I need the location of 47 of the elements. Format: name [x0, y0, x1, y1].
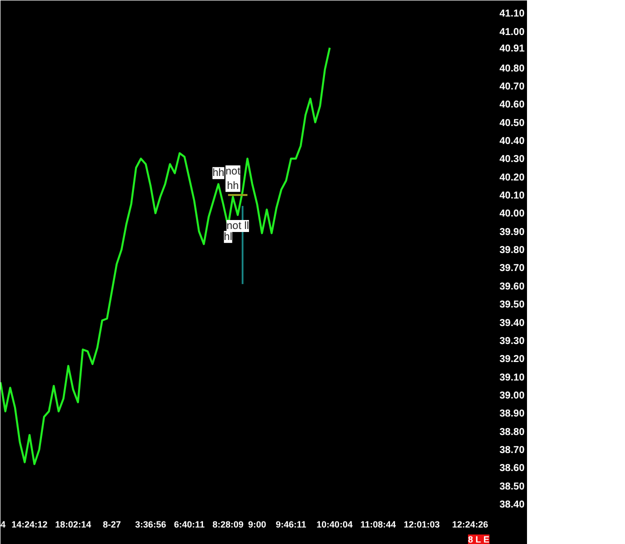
y-tick-label: 39.20 [500, 354, 525, 366]
y-tick-label: 40.10 [500, 190, 525, 202]
text: 8 L E [468, 534, 490, 544]
x-tick-label: 9:46:11 [276, 520, 306, 530]
data-label: hl [224, 230, 232, 243]
y-tick-label: 39.30 [500, 336, 525, 347]
y-tick-label: 39.10 [500, 372, 525, 384]
x-tick-label: 9:00 [248, 520, 266, 530]
y-tick-label: 40.30 [500, 154, 525, 166]
y-tick-label: 38.70 [500, 445, 525, 456]
y-tick-label: 40.20 [500, 172, 525, 184]
y-tick-label: 40.40 [500, 136, 525, 147]
x-tick-label: 12:01:03 [404, 520, 440, 530]
x-tick-label: 12:24:26 [452, 520, 488, 530]
x-tick-label: 10:40:04 [316, 520, 353, 530]
y-tick-label: 38.50 [500, 481, 525, 492]
y-tick-label: 41.00 [500, 26, 525, 38]
x-tick-label: 14:24:12 [12, 520, 48, 530]
y-tick-label: 39.00 [500, 390, 525, 402]
x-tick-label: 6:40:11 [174, 520, 205, 530]
y-tick-label: 39.50 [500, 300, 525, 311]
x-tick-label: 11:08:44 [360, 520, 396, 530]
y-tick-label: 40.60 [500, 100, 525, 111]
y-tick-label: 41.10 [500, 8, 525, 20]
y-tick-label: 39.40 [500, 318, 525, 329]
y-tick-label: 38.90 [500, 408, 525, 420]
x-tick-label: 4 [0, 520, 6, 530]
x-tick-label: 3:36:56 [135, 520, 166, 530]
y-tick-label: 38.80 [500, 426, 525, 438]
y-tick-label: 39.60 [500, 281, 525, 292]
y-tick-label: 39.70 [500, 263, 525, 274]
y-tick-label: 39.80 [500, 245, 525, 256]
y-tick-label: 39.90 [500, 226, 525, 238]
line-series [0, 46, 331, 466]
data-label: not ll [226, 220, 249, 232]
data-label: hh [212, 167, 224, 180]
y-tick-label: 38.40 [500, 500, 525, 511]
y-tick-label: 40.00 [500, 208, 525, 220]
x-tick-label: 8:28:09 [212, 520, 244, 530]
y-tick-label: 40.70 [500, 81, 525, 92]
x-tick-label: 18:02:14 [55, 520, 92, 530]
data-label: not hh [225, 165, 240, 192]
y-tick-label: 38.60 [500, 463, 525, 474]
y-tick-label: 40.80 [500, 63, 525, 74]
y-tick-label: 40.50 [500, 118, 525, 129]
y-tick-label: 40.91 [500, 43, 525, 54]
x-tick-label: 8-27 [102, 520, 121, 530]
